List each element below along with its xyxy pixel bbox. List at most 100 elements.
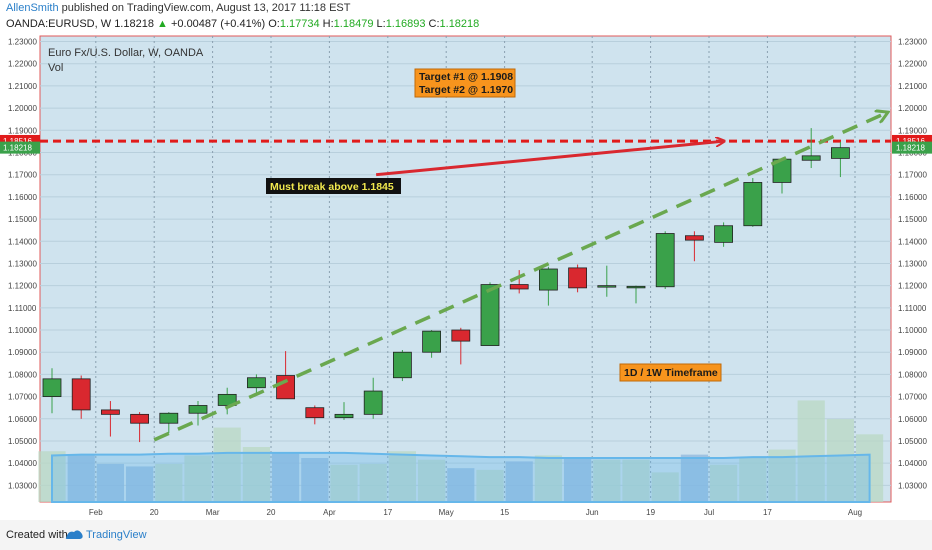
price-chart[interactable]: 1.03000 1.04000 1.05000 1.06000 1.07000 1.080… (0, 34, 932, 518)
close-value: 1.18218 (439, 18, 480, 30)
y-tick-label-left: 1.04000 (8, 459, 37, 468)
timeframe-label: 1D / 1W Timeframe (624, 367, 718, 379)
x-tick-label: Jun (586, 508, 599, 517)
y-axis-left: 1.03000 1.04000 1.05000 1.06000 1.07000 1.080… (8, 38, 37, 491)
y-tick-label-right: 1.15000 (898, 215, 927, 224)
y-axis-right: 1.03000 1.04000 1.05000 1.06000 1.07000 1.080… (898, 38, 927, 491)
targets-box: Target #1 @ 1.1908 Target #2 @ 1.1970 (414, 68, 516, 98)
volume-bar (534, 455, 562, 502)
y-tick-label-left: 1.17000 (8, 171, 37, 180)
price-tag-right-label: 1.18516 (896, 137, 925, 146)
candle-body (597, 285, 617, 288)
volume-bars (38, 400, 884, 502)
y-tick-label-left: 1.16000 (8, 193, 37, 202)
y-tick-label-left: 1.08000 (8, 370, 37, 379)
y-tick-label-right: 1.07000 (898, 393, 927, 402)
candle-body (509, 284, 529, 290)
last-price: 1.18218 (114, 18, 154, 30)
x-tick-label: 17 (763, 508, 772, 517)
volume-bar (476, 469, 504, 502)
candle-body (626, 285, 646, 289)
high-label: H: (322, 18, 334, 30)
volume-bar (826, 419, 854, 502)
candles (42, 128, 850, 443)
candle-body (71, 378, 91, 411)
y-tick-label-left: 1.05000 (8, 437, 37, 446)
volume-bar (622, 459, 650, 502)
publish-text: published on TradingView.com, August 13,… (61, 2, 351, 14)
y-tick-label-right: 1.17000 (898, 171, 927, 180)
open-value: 1.17734 (279, 18, 320, 30)
volume-bar (651, 472, 679, 502)
volume-bar (96, 463, 124, 502)
volume-bar (680, 454, 708, 502)
price-change: +0.00487 (+0.41%) (170, 18, 266, 30)
tradingview-logo-icon[interactable] (64, 526, 84, 542)
target-1-label: Target #1 @ 1.1908 (419, 71, 513, 83)
created-with-text: Created with (6, 529, 68, 541)
candle-body (334, 413, 354, 419)
x-tick-label: Aug (848, 508, 862, 517)
volume-bar (272, 452, 300, 502)
y-tick-label-right: 1.23000 (898, 38, 927, 47)
x-tick-label: 17 (383, 508, 392, 517)
y-tick-label-left: 1.20000 (8, 104, 37, 113)
publish-info: AllenSmith published on TradingView.com,… (6, 2, 351, 14)
y-tick-label-left: 1.07000 (8, 393, 37, 402)
volume-ma-area (51, 451, 871, 503)
candle-body (305, 407, 325, 419)
y-tick-label-left: 1.11000 (8, 304, 37, 313)
x-tick-label: Apr (323, 508, 336, 517)
volume-bar (768, 449, 796, 502)
break-arrow (375, 141, 723, 177)
tradingview-link[interactable]: TradingView (86, 529, 147, 541)
price-tag-right-label: 1.18218 (896, 144, 925, 153)
y-tick-label-right: 1.09000 (898, 348, 927, 357)
volume-bar (126, 466, 154, 502)
price-tag-left (0, 141, 40, 154)
volume-bar (710, 464, 738, 502)
candle-body (188, 405, 208, 414)
candle-body (130, 413, 150, 424)
up-arrow-icon: ▲ (157, 18, 168, 30)
volume-label: Vol (48, 62, 63, 74)
y-tick-label-left: 1.06000 (8, 415, 37, 424)
y-tick-label-right: 1.21000 (898, 82, 927, 91)
target-2-label: Target #2 @ 1.1970 (419, 84, 513, 96)
y-tick-label-left: 1.10000 (8, 326, 37, 335)
candle-body (831, 147, 850, 159)
candle-body (276, 375, 296, 400)
author-link[interactable]: AllenSmith (6, 2, 59, 14)
y-tick-label-left: 1.22000 (8, 60, 37, 69)
volume-bar (213, 427, 241, 502)
volume-bar (739, 458, 767, 502)
volume-bar (330, 464, 358, 502)
candle-body (246, 377, 266, 389)
candle-body (101, 409, 120, 415)
y-tick-label-left: 1.14000 (8, 237, 37, 246)
x-tick-label: 20 (267, 508, 276, 517)
timeframe-box: 1D / 1W Timeframe (619, 363, 722, 382)
y-tick-label-left: 1.21000 (8, 82, 37, 91)
candle-body (159, 412, 179, 424)
volume-bar (418, 459, 446, 502)
candle-body (685, 235, 704, 241)
symbol-info: OANDA:EURUSD, W 1.18218 ▲ +0.00487 (+0.4… (6, 18, 479, 30)
candle-body (451, 329, 471, 342)
y-tick-label-right: 1.13000 (898, 259, 927, 268)
volume-bar (797, 400, 825, 502)
y-tick-label-right: 1.05000 (898, 437, 927, 446)
x-tick-label: 20 (150, 508, 159, 517)
x-tick-label: May (439, 508, 454, 517)
candle-body (363, 390, 383, 415)
candle-body (392, 351, 412, 379)
y-tick-label-right: 1.16000 (898, 193, 927, 202)
y-tick-label-right: 1.08000 (898, 370, 927, 379)
x-axis: Feb 20 Mar 20 Apr 17 May 15 Jun 19 Jul 17 Aug (89, 508, 862, 517)
price-tag-left-label: 1.18218 (3, 144, 32, 153)
volume-bar (564, 458, 592, 502)
candle-body (743, 182, 763, 227)
price-tag-left-label: 1.18516 (3, 137, 32, 146)
y-tick-label-right: 1.22000 (898, 60, 927, 69)
y-tick-label-left: 1.03000 (8, 481, 37, 490)
